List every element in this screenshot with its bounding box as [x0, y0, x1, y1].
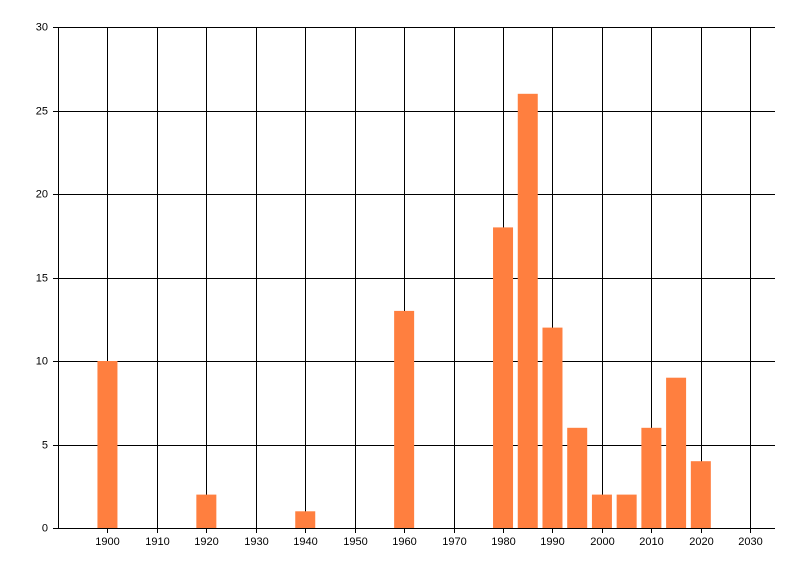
bar [97, 361, 118, 528]
x-tick-label: 1900 [95, 536, 119, 548]
x-tick-label: 2020 [689, 536, 713, 548]
y-tick-label: 15 [36, 272, 48, 284]
y-tick-label: 25 [36, 105, 48, 117]
bar [567, 427, 588, 528]
bar [616, 494, 637, 528]
bar [517, 93, 538, 529]
y-tick-label: 30 [36, 21, 48, 33]
y-tick-label: 0 [42, 522, 48, 534]
bar [641, 427, 662, 528]
bar [591, 494, 612, 528]
x-tick-label: 1930 [244, 536, 268, 548]
bar [690, 461, 711, 528]
y-tick-label: 20 [36, 188, 48, 200]
x-tick-label: 1940 [293, 536, 317, 548]
x-tick-label: 2010 [639, 536, 663, 548]
x-tick-label: 1960 [392, 536, 416, 548]
x-tick-label: 1950 [343, 536, 367, 548]
x-tick-label: 1990 [540, 536, 564, 548]
x-tick-label: 1920 [194, 536, 218, 548]
x-tick-label: 1910 [145, 536, 169, 548]
x-tick-label: 2000 [590, 536, 614, 548]
bar [493, 227, 514, 528]
bar [196, 494, 217, 528]
bar [666, 377, 687, 528]
bar [542, 327, 563, 528]
bar [295, 511, 316, 528]
y-tick-label: 5 [42, 439, 48, 451]
bar [394, 310, 415, 528]
x-tick-label: 1980 [491, 536, 515, 548]
y-tick-label: 10 [36, 355, 48, 367]
x-tick-label: 2030 [738, 536, 762, 548]
x-tick-label: 1970 [442, 536, 466, 548]
